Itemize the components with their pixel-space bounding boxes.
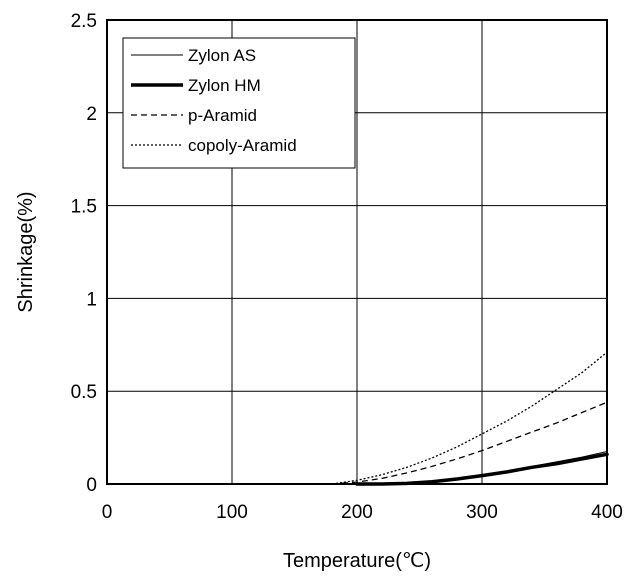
y-tick-label-5: 2.5 [71, 11, 97, 32]
legend-box [122, 37, 356, 169]
legend-label-zylon-hm: Zylon HM [188, 76, 261, 95]
y-axis-title: Shrinkage(%) [15, 191, 37, 312]
y-tick-label-1: 0.5 [71, 382, 97, 403]
y-tick-label-4: 2 [86, 104, 97, 125]
x-tick-label-2: 200 [341, 502, 373, 523]
x-axis-title: Temperature(℃) [283, 550, 431, 572]
y-tick-label-3: 1.5 [71, 197, 97, 218]
y-tick-label-0: 0 [86, 475, 97, 496]
x-tick-label-3: 300 [466, 502, 498, 523]
x-tick-label-1: 100 [216, 502, 248, 523]
legend-label-p-aramid: p-Aramid [188, 106, 257, 125]
x-tick-label-4: 400 [591, 502, 623, 523]
y-tick-labels: 0 0.5 1 1.5 2 2.5 [71, 11, 97, 496]
legend-label-zylon-as: Zylon AS [188, 46, 256, 65]
legend-label-copoly-aramid: copoly-Aramid [188, 136, 297, 155]
x-tick-label-0: 0 [102, 502, 113, 523]
legend: Zylon AS Zylon HM p-Aramid copoly-Aramid [122, 37, 356, 169]
series-line-zylon-hm [355, 452, 609, 486]
series-line-p-aramid [331, 401, 608, 485]
y-tick-label-2: 1 [86, 289, 97, 310]
x-tick-labels: 0 100 200 300 400 [102, 502, 623, 523]
series-line-copoly-aramid [331, 351, 608, 485]
series-layer [331, 351, 609, 486]
